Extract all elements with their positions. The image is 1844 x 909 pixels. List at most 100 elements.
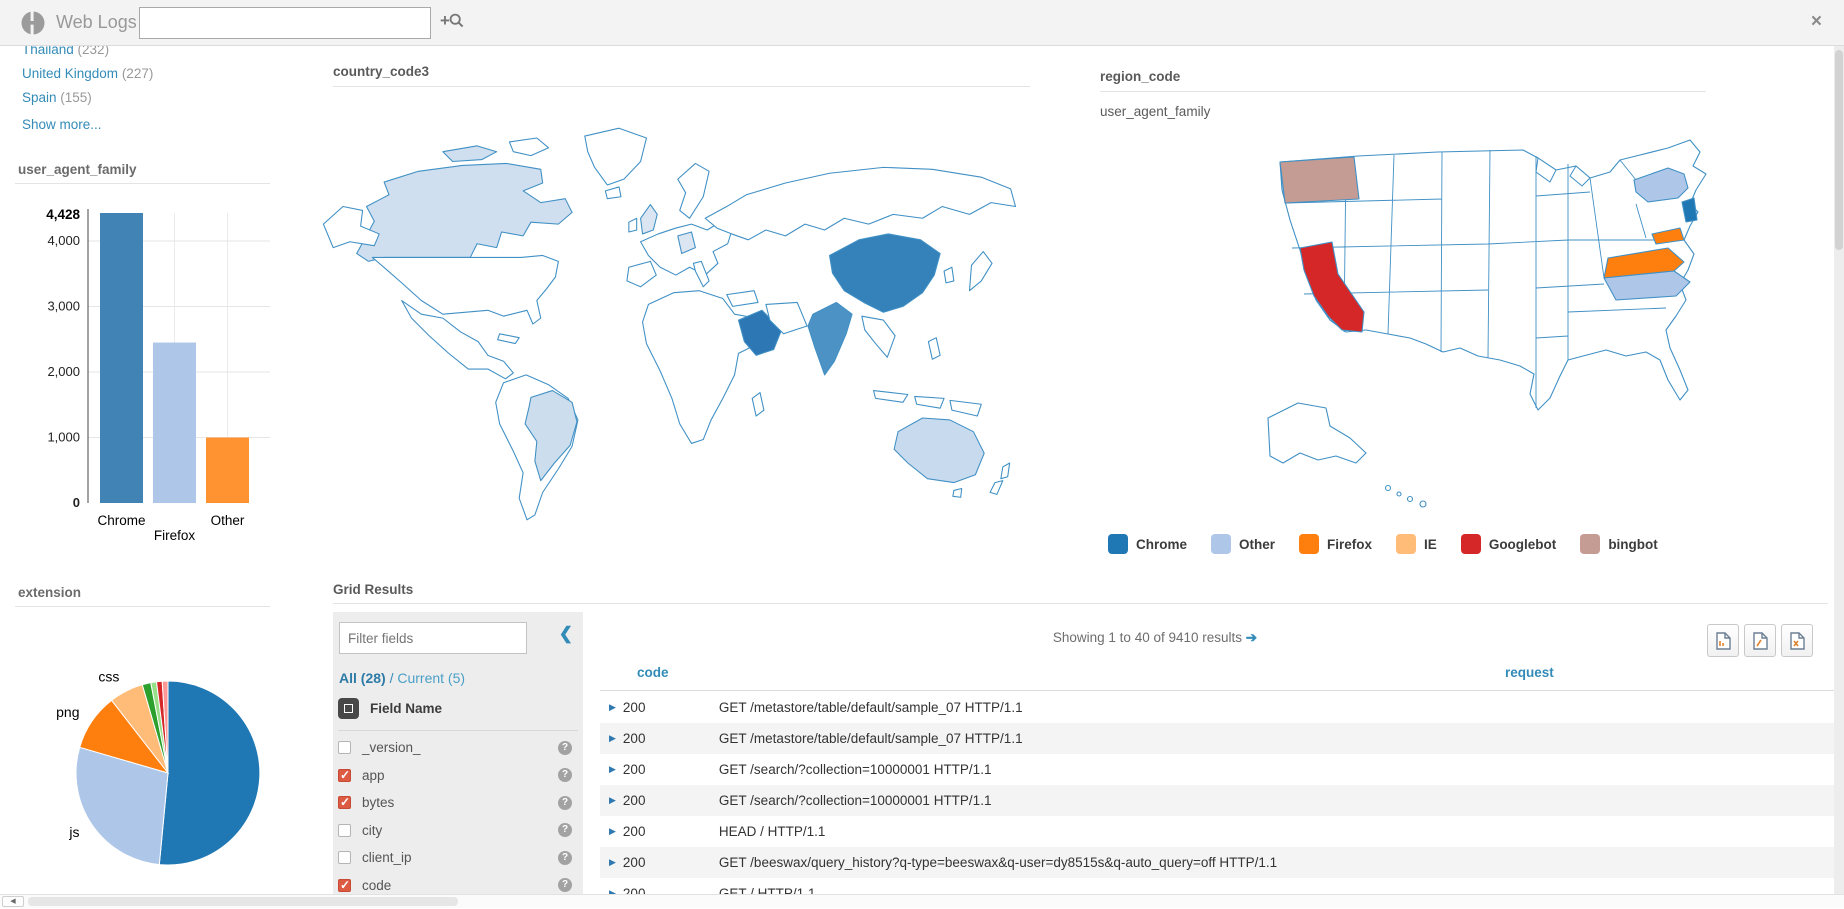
field-checkbox-client_ip[interactable]: [338, 851, 351, 865]
fields-all-link[interactable]: All (28): [339, 670, 386, 686]
map-region-africa[interactable]: [642, 290, 765, 444]
column-header-code[interactable]: code: [637, 665, 669, 680]
legend-item-bingbot[interactable]: bingbot: [1580, 534, 1658, 554]
legend-item-googlebot[interactable]: Googlebot: [1460, 534, 1556, 554]
map-state-alaska[interactable]: [1267, 402, 1367, 464]
hue-logo-icon[interactable]: [20, 10, 46, 41]
legend-item-firefox[interactable]: Firefox: [1299, 534, 1372, 554]
map-region-alaska[interactable]: [322, 205, 380, 249]
map-country-new-guinea[interactable]: [949, 399, 982, 417]
map-country-scandinavia[interactable]: [677, 162, 710, 219]
map-state-north-carolina[interactable]: [1603, 270, 1691, 301]
row-expand-icon[interactable]: ▶: [609, 764, 616, 774]
column-header-request[interactable]: request: [1505, 665, 1554, 680]
row-expand-icon[interactable]: ▶: [609, 826, 616, 836]
download-csv-button[interactable]: [1707, 624, 1739, 657]
map-country-iceland[interactable]: [604, 186, 622, 200]
facet-country-link[interactable]: Spain: [22, 90, 57, 105]
table-row[interactable]: ▶ 200 GET /metastore/table/default/sample_…: [600, 723, 1836, 754]
horizontal-scroll-thumb[interactable]: [28, 897, 458, 906]
table-row[interactable]: ▶ 200 GET /search/?collection=10000001 HTT…: [600, 754, 1836, 785]
search-input[interactable]: [139, 7, 431, 39]
map-country-japan[interactable]: [968, 251, 993, 292]
map-country-philippines[interactable]: [927, 337, 941, 360]
vertical-scroll-thumb[interactable]: [1835, 50, 1843, 250]
vertical-scrollbar[interactable]: [1834, 46, 1844, 894]
map-country-mexico[interactable]: [401, 299, 514, 380]
select-all-fields-checkbox[interactable]: [338, 698, 359, 719]
map-country-canada-arctic[interactable]: [442, 145, 498, 163]
pie-slice-unlabeled-7[interactable]: [161, 680, 169, 774]
bar-other[interactable]: [206, 437, 249, 503]
map-state-maryland[interactable]: [1651, 227, 1685, 245]
map-country-canada[interactable]: [356, 162, 573, 262]
field-checkbox-app[interactable]: [338, 768, 351, 782]
field-help-icon[interactable]: ?: [558, 823, 572, 838]
download-json-button[interactable]: [1744, 624, 1776, 657]
map-country-brazil[interactable]: [524, 390, 578, 482]
facet-country-item[interactable]: United Kingdom (227): [22, 62, 153, 86]
map-country-madagascar[interactable]: [751, 391, 765, 417]
field-help-icon[interactable]: ?: [558, 878, 572, 893]
field-checkbox-code[interactable]: [338, 878, 351, 892]
map-country-cuba[interactable]: [497, 333, 520, 345]
field-help-icon[interactable]: ?: [558, 768, 572, 783]
map-state-hawaii[interactable]: [1384, 484, 1427, 508]
map-state-virginia[interactable]: [1603, 247, 1685, 279]
field-checkbox-city[interactable]: [338, 823, 351, 837]
show-more-link[interactable]: Show more...: [22, 117, 102, 132]
pie-slice-js[interactable]: [75, 746, 169, 866]
map-country-usa[interactable]: [371, 254, 559, 325]
map-country-australia[interactable]: [893, 417, 985, 484]
horizontal-scrollbar[interactable]: ◀: [0, 894, 1844, 908]
facet-country-link[interactable]: United Kingdom: [22, 66, 119, 81]
map-state-california[interactable]: [1299, 241, 1365, 333]
filter-fields-input[interactable]: [339, 622, 527, 654]
field-help-icon[interactable]: ?: [558, 850, 572, 865]
map-country-uk[interactable]: [640, 204, 658, 235]
row-expand-icon[interactable]: ▶: [609, 733, 616, 743]
field-help-icon[interactable]: ?: [558, 740, 572, 755]
map-country-tasmania[interactable]: [952, 487, 963, 498]
map-country-india[interactable]: [807, 301, 853, 376]
map-country-germany[interactable]: [677, 231, 696, 255]
map-country-indonesia[interactable]: [873, 390, 909, 403]
collapse-panel-icon[interactable]: ❮: [558, 624, 573, 643]
map-country-iran[interactable]: [765, 301, 808, 335]
table-row[interactable]: ▶ 200 GET /metastore/table/default/sample_…: [600, 692, 1836, 723]
bar-firefox[interactable]: [153, 342, 196, 503]
legend-item-chrome[interactable]: Chrome: [1108, 534, 1187, 554]
field-checkbox-_version_[interactable]: [338, 741, 351, 755]
map-country-arctic-island[interactable]: [508, 137, 550, 157]
table-row[interactable]: ▶ 200 HEAD / HTTP/1.1: [600, 816, 1836, 847]
row-expand-icon[interactable]: ▶: [609, 795, 616, 805]
map-country-china[interactable]: [828, 233, 941, 313]
legend-item-ie[interactable]: IE: [1396, 534, 1437, 554]
map-us-mainland[interactable]: [1279, 139, 1707, 411]
map-country-greenland[interactable]: [584, 127, 648, 186]
field-checkbox-bytes[interactable]: [338, 795, 351, 810]
map-state-new-york[interactable]: [1633, 167, 1689, 203]
table-row[interactable]: ▶ 200 GET /search/?collection=10000001 HTT…: [600, 785, 1836, 816]
bar-chrome[interactable]: [100, 213, 143, 503]
map-country-korea[interactable]: [943, 266, 955, 284]
field-help-icon[interactable]: ?: [558, 795, 572, 810]
map-state-new-jersey[interactable]: [1681, 197, 1698, 223]
pie-slice-unlabeled-0[interactable]: [158, 680, 261, 866]
map-country-indonesia-east[interactable]: [914, 395, 945, 409]
map-country-italy[interactable]: [692, 260, 710, 288]
map-region-se-asia[interactable]: [861, 315, 896, 358]
row-expand-icon[interactable]: ▶: [609, 888, 616, 898]
table-row[interactable]: ▶ 200 GET /beeswax/query_history?q-type=be…: [600, 847, 1836, 878]
map-country-turkey[interactable]: [726, 290, 759, 307]
scroll-left-icon[interactable]: ◀: [2, 896, 24, 907]
map-region-iberia[interactable]: [626, 260, 657, 288]
close-icon[interactable]: ×: [1810, 11, 1822, 32]
fields-current-link[interactable]: Current (5): [397, 670, 466, 686]
facet-country-item[interactable]: Spain (155): [22, 86, 153, 110]
map-state-washington[interactable]: [1279, 156, 1360, 204]
map-country-ireland[interactable]: [628, 217, 638, 233]
next-page-icon[interactable]: ➔: [1245, 630, 1258, 645]
add-search-icon[interactable]: +: [440, 11, 464, 31]
row-expand-icon[interactable]: ▶: [609, 702, 616, 712]
